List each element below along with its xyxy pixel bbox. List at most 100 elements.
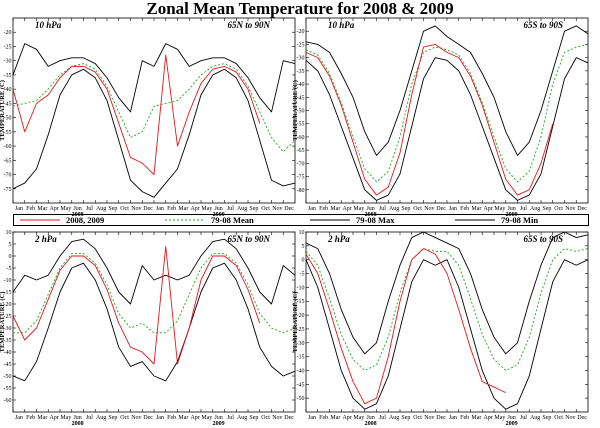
x-tick-label: Jul	[379, 415, 386, 421]
x-tick-label: Jul	[86, 415, 93, 421]
y-tick-label: -30	[4, 326, 12, 332]
x-tick-label: Jan	[449, 415, 457, 421]
series-line-mean	[13, 253, 296, 334]
region-label: 65N to 90N	[228, 20, 271, 30]
y-axis-label: TEMPERATURE (C)	[292, 80, 299, 141]
x-tick-label: Jun	[214, 415, 222, 421]
plot-frame	[305, 231, 589, 413]
x-tick-label: Jan	[156, 206, 164, 212]
x-tick-label: Aug	[237, 415, 247, 421]
plot-frame	[12, 231, 296, 413]
y-tick-label: -15	[297, 299, 305, 305]
x-tick-label: Apr	[190, 415, 199, 421]
panel-2: -20 -25 -30 -35 -40 -45 -50 -55 -60 -65 -70 -75 -80 J…	[292, 17, 589, 218]
y-tick-label: -30	[297, 56, 305, 62]
x-tick-label: Oct	[413, 206, 422, 212]
x-tick-label: May	[201, 415, 212, 421]
x-tick-label: May	[353, 206, 364, 212]
x-tick-label: Mar	[37, 415, 47, 421]
panel-3: 10 5 0 -5 -10 -15 -20 -25 -30 -35 -40 -45 -50 -55 -60 J…	[0, 230, 296, 427]
y-tick-label: -50	[4, 116, 12, 122]
series-line-max	[12, 43, 296, 113]
pressure-label: 10 hPa	[328, 20, 355, 30]
series-line-2008-2009	[305, 248, 506, 405]
x-tick-label: Jan	[15, 415, 23, 421]
x-tick-label: Dec	[284, 206, 294, 212]
series-line-mean	[12, 63, 296, 153]
x-tick-label: Nov	[565, 415, 575, 421]
x-tick-label: Apr	[483, 415, 492, 421]
x-tick-label: Oct	[120, 206, 129, 212]
x-tick-label: Apr	[49, 206, 58, 212]
y-tick-label: -35	[297, 355, 305, 361]
y-tick-label: -20	[297, 313, 305, 319]
x-tick-label: Dec	[143, 415, 153, 421]
x-tick-label: Nov	[272, 206, 282, 212]
series-line-2008-2009	[12, 54, 261, 175]
x-tick-label: May	[353, 415, 364, 421]
legend-label: 79-08 Mean	[211, 215, 254, 225]
y-tick-label: -55	[4, 130, 12, 136]
x-tick-label: Sep	[542, 415, 551, 421]
legend-label: 79-08 Max	[356, 215, 395, 225]
y-tick-label: -20	[4, 302, 12, 308]
x-tick-label: Aug	[96, 206, 106, 212]
y-tick-label: 0	[302, 258, 305, 264]
x-tick-label: Jul	[520, 206, 527, 212]
x-tick-label: Jun	[214, 206, 222, 212]
y-tick-label: -45	[297, 95, 305, 101]
x-tick-label: Mar	[178, 415, 188, 421]
x-tick-label: Jul	[86, 206, 93, 212]
y-tick-label: -30	[297, 341, 305, 347]
y-tick-label: 10	[6, 230, 12, 236]
x-tick-label: Jun	[507, 206, 515, 212]
y-tick-label: 10	[299, 230, 305, 236]
series-line-max	[305, 25, 589, 156]
x-tick-label: Oct	[554, 206, 563, 212]
year-label: 2009	[506, 421, 518, 427]
x-tick-label: Dec	[436, 206, 446, 212]
pressure-label: 10 hPa	[35, 20, 62, 30]
x-tick-label: Mar	[178, 206, 188, 212]
y-tick-label: -65	[297, 148, 305, 154]
legend-label: 2008, 2009	[66, 215, 104, 225]
x-tick-label: Jun	[73, 206, 81, 212]
series-line-min	[12, 68, 296, 198]
x-tick-label: Jan	[308, 415, 316, 421]
x-tick-label: Jun	[366, 206, 374, 212]
region-label: 65S to 90S	[523, 234, 563, 244]
y-tick-label: -5	[7, 266, 12, 272]
y-axis-label: TEMPERATURE (C)	[292, 292, 299, 353]
year-label: 2009	[506, 212, 518, 218]
x-tick-label: Nov	[424, 415, 434, 421]
x-tick-label: Mar	[330, 206, 340, 212]
x-tick-label: Jul	[379, 206, 386, 212]
x-tick-label: Apr	[342, 415, 351, 421]
y-tick-label: -10	[4, 278, 12, 284]
series-line-min	[12, 262, 296, 382]
series-line-max	[12, 238, 296, 305]
x-tick-label: Apr	[342, 206, 351, 212]
y-tick-label: -45	[4, 362, 12, 368]
x-tick-label: Oct	[413, 415, 422, 421]
x-tick-label: May	[494, 415, 505, 421]
x-tick-label: Jan	[308, 206, 316, 212]
y-tick-label: -60	[4, 144, 12, 150]
y-tick-label: 5	[302, 244, 305, 250]
chart-title: Zonal Mean Temperature for 2008 & 2009	[146, 0, 454, 18]
x-tick-label: Sep	[249, 206, 258, 212]
y-tick-label: -40	[297, 368, 305, 374]
y-tick-label: -50	[297, 396, 305, 402]
x-tick-label: Sep	[401, 206, 410, 212]
x-tick-label: Sep	[108, 415, 117, 421]
x-tick-label: Feb	[167, 415, 176, 421]
series-line-mean	[305, 43, 589, 183]
x-tick-label: Jul	[227, 415, 234, 421]
y-tick-label: -55	[297, 122, 305, 128]
x-tick-label: Dec	[436, 415, 446, 421]
x-tick-label: Nov	[272, 415, 282, 421]
pressure-label: 2 hPa	[34, 234, 57, 244]
x-tick-label: Jan	[156, 415, 164, 421]
